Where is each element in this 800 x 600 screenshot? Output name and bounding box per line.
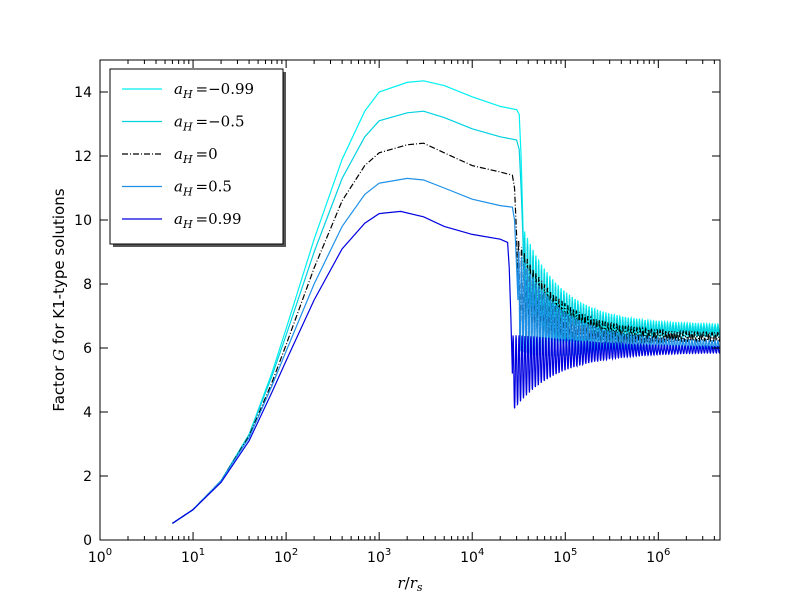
y-tick-label: 8 [83, 277, 92, 293]
legend: aH =−0.99 aH =−0.5 aH =0 aH =0.5 aH =0.99 [109, 68, 286, 247]
y-tick-label: 6 [83, 341, 92, 357]
legend-label: aH =0.99 [174, 210, 242, 231]
x-tick-label: 100 [88, 547, 112, 566]
y-tick-label: 12 [74, 149, 92, 165]
legend-box [109, 68, 284, 245]
series-layer [172, 80, 720, 524]
x-tick-label: 102 [274, 547, 298, 566]
x-tick-label: 103 [367, 547, 391, 566]
series-line-3 [172, 177, 720, 524]
y-tick-label: 0 [83, 533, 92, 549]
ticks-layer: 100 101 102 103 104 105 106 0 2 4 6 8 10 12 14 [74, 60, 720, 566]
x-tick-label: 104 [460, 547, 484, 566]
legend-label: aH =−0.5 [174, 113, 245, 134]
legend-label: aH =−0.99 [174, 80, 254, 101]
y-axis-label: Factor G for K1-type solutions [50, 188, 68, 411]
legend-label: aH =0.5 [174, 178, 232, 199]
legend-label: aH =0 [174, 145, 218, 166]
x-tick-label: 101 [181, 547, 205, 566]
plot-frame [99, 59, 721, 541]
x-axis-label: r/rs [397, 574, 422, 594]
y-tick-label: 4 [83, 405, 92, 421]
series-line-4 [172, 210, 720, 524]
y-tick-label: 10 [74, 213, 92, 229]
y-tick-label: 2 [83, 469, 92, 485]
x-tick-label: 106 [646, 547, 670, 566]
y-tick-label: 14 [74, 85, 92, 101]
x-tick-label: 105 [553, 547, 577, 566]
